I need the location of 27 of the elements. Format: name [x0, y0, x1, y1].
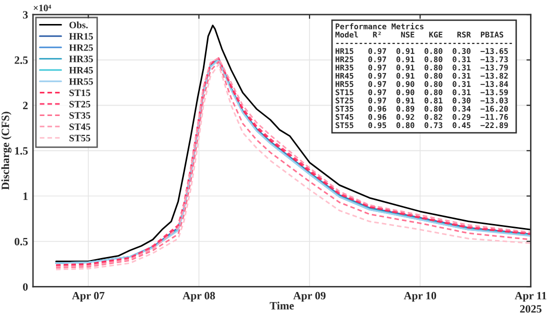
y-axis-title: Discharge (CFS): [1, 112, 12, 190]
legend-label: HR15: [69, 33, 93, 40]
x-tick-label: Apr 11: [514, 292, 546, 302]
y-tick-label: 1.5: [15, 147, 28, 155]
y-tick-label: 2.5: [14, 56, 28, 64]
legend-label: HR35: [69, 56, 93, 62]
legend-label: HR55: [69, 78, 93, 85]
x-tick-label: Apr 10: [404, 292, 436, 302]
text: ×10⁴: [34, 4, 52, 12]
legend-label: ST25: [69, 100, 90, 108]
legend-label: ST45: [69, 124, 90, 130]
y-tick-label: 0: [23, 283, 28, 291]
y-tick-label: 1: [23, 192, 28, 200]
text: 2025: [520, 305, 542, 313]
legend-label: ST55: [69, 134, 90, 142]
legend-label: ST15: [69, 90, 90, 96]
legend-label: ST35: [69, 112, 90, 119]
x-tick-label: Apr 07: [72, 292, 104, 302]
legend-label: HR25: [69, 44, 93, 51]
x-tick-label: Apr 09: [293, 292, 326, 302]
x-axis-title: Time: [270, 302, 294, 310]
y-tick-label: 3: [23, 11, 28, 19]
legend-label: Obs.: [69, 21, 88, 28]
legend-label: HR45: [69, 67, 93, 74]
y-tick-label: 0.5: [14, 238, 28, 246]
y-tick-label: 2: [23, 102, 28, 110]
x-tick-label: Apr 08: [182, 292, 215, 302]
